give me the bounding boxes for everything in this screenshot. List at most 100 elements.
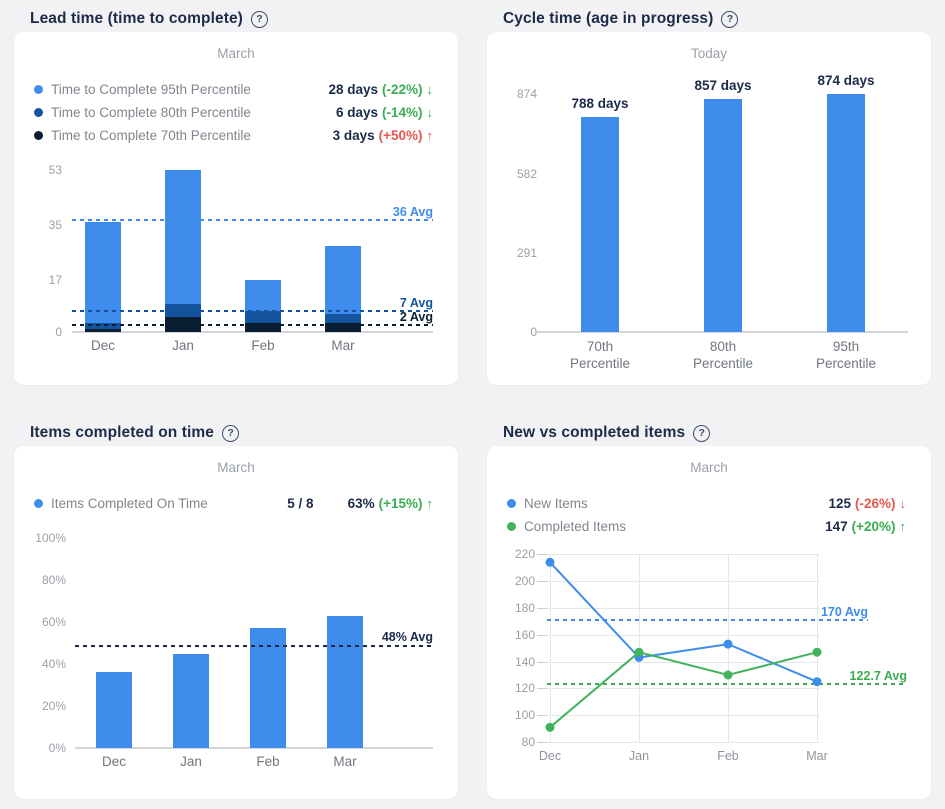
chart-card: March Time to Complete 95th Percentile 28…	[14, 32, 458, 385]
avg-line-label: 170 Avg	[820, 604, 868, 619]
x-axis-label: 80th Percentile	[692, 339, 754, 371]
legend-label: Time to Complete 80th Percentile	[51, 105, 251, 120]
data-point	[634, 647, 644, 657]
y-tick-label: 120	[514, 681, 535, 696]
panel-header: New vs completed items ?	[487, 420, 931, 446]
y-tick-label: 100%	[35, 531, 66, 545]
x-axis-label: 70th Percentile	[569, 339, 631, 371]
legend-value-group: 5 / 8 63% (+15%) ↑	[287, 496, 433, 511]
y-tick-label: 874	[516, 87, 537, 101]
x-axis-label: Jan	[180, 754, 202, 769]
bar	[327, 615, 363, 748]
legend-value: 28 days	[328, 82, 378, 97]
panel-title: Lead time (time to complete)	[30, 10, 243, 27]
axis-baseline	[537, 331, 908, 333]
legend-dot-icon	[34, 108, 43, 117]
grid-line	[547, 554, 820, 556]
legend-item[interactable]: Time to Complete 70th Percentile 3 days (+…	[14, 124, 458, 147]
legend-delta: (+50%)	[378, 128, 423, 143]
question-circle-icon[interactable]: ?	[250, 10, 268, 28]
avg-line-label: 2 Avg	[399, 310, 433, 325]
panel-title: Cycle time (age in progress)	[503, 10, 714, 27]
legend-value: 125	[828, 496, 851, 511]
legend-value: 3 days	[332, 128, 375, 143]
bar-value-label: 788 days	[571, 96, 629, 112]
legend-item[interactable]: Time to Complete 95th Percentile 28 days(…	[14, 78, 458, 101]
y-tick-label: 17	[48, 273, 62, 288]
grid-line	[547, 607, 820, 609]
y-tick-label: 140	[514, 654, 535, 669]
legend-item[interactable]: New Items 125 (-26%) ↓	[487, 492, 931, 515]
legend-item[interactable]: Completed Items 147 (+20%) ↑	[487, 515, 931, 538]
bar-value-label: 857 days	[694, 77, 752, 93]
period-label: Today	[690, 46, 728, 61]
avg-line	[547, 682, 907, 685]
avg-line	[72, 324, 433, 327]
avg-line-label: 36 Avg	[392, 205, 433, 220]
chart-legend: Items Completed On Time 5 / 8 63% (+15%) ↑	[14, 492, 458, 515]
grid-line	[547, 581, 820, 583]
bar	[250, 628, 286, 748]
x-axis-label: Dec	[90, 338, 115, 353]
x-axis-label: 95th Percentile	[815, 339, 877, 371]
legend-value-group: 28 days (-22%) ↓	[328, 82, 433, 97]
period-label: March	[690, 460, 728, 475]
y-tick-mark	[537, 607, 547, 609]
bar	[173, 653, 209, 748]
y-tick-label: 100	[514, 708, 535, 723]
legend-delta: (-14%)	[381, 105, 423, 120]
trend-arrow-down-icon: ↓	[426, 105, 434, 120]
grid-line	[547, 688, 820, 690]
legend-value-group: 3 days (+50%) ↑	[333, 128, 433, 143]
y-tick-mark	[537, 715, 547, 717]
avg-line	[547, 618, 868, 621]
avg-line-label: 7 Avg	[399, 295, 433, 310]
grid-line	[547, 661, 820, 663]
y-tick-mark	[537, 742, 547, 743]
y-tick-label: 0	[530, 325, 537, 339]
question-circle-icon[interactable]: ?	[222, 424, 240, 442]
legend-dot-icon	[34, 131, 43, 140]
y-tick-label: 0	[55, 325, 62, 339]
question-circle-icon[interactable]: ?	[721, 10, 739, 28]
avg-line	[75, 644, 433, 647]
legend-dot-icon	[507, 499, 516, 508]
bar	[85, 221, 121, 332]
trend-arrow-down-icon: ↓	[899, 496, 907, 511]
y-tick-label: 80	[521, 735, 535, 749]
legend-value-group: 125 (-26%) ↓	[828, 496, 906, 511]
data-point	[723, 639, 733, 649]
trend-arrow-up-icon: ↑	[426, 128, 434, 143]
grid-line	[547, 634, 820, 636]
legend-delta: (+20%)	[851, 519, 896, 534]
avg-line-label: 122.7 Avg	[849, 668, 907, 683]
y-tick-label: 80%	[41, 573, 66, 587]
legend-dot-icon	[34, 499, 43, 508]
y-tick-label: 53	[48, 163, 62, 177]
y-tick-label: 20%	[41, 699, 66, 713]
legend-value: 147	[825, 519, 848, 534]
y-tick-label: 220	[514, 547, 535, 562]
axis-baseline	[75, 747, 433, 749]
bar	[704, 98, 742, 332]
x-axis-label: Dec	[538, 749, 562, 763]
legend-delta: (+15%)	[378, 496, 423, 511]
data-point	[545, 722, 555, 732]
y-tick-label: 291	[516, 245, 537, 260]
legend-ratio: 5 / 8	[287, 496, 314, 511]
chart-card: March New Items 125 (-26%) ↓ Completed Items…	[487, 446, 931, 799]
data-point	[812, 647, 822, 657]
chart-legend: New Items 125 (-26%) ↓ Completed Items 147 (+2…	[487, 492, 931, 538]
chart-card: Today 0 291 582 874 788 days 857 days 874 days…	[487, 32, 931, 385]
panel-header: Items completed on time ?	[14, 420, 458, 446]
legend-label: Items Completed On Time	[51, 496, 208, 511]
y-tick-mark	[537, 661, 547, 663]
bar	[827, 94, 865, 332]
question-circle-icon[interactable]: ?	[693, 424, 711, 442]
legend-item[interactable]: Items Completed On Time 5 / 8 63% (+15%) ↑	[14, 492, 458, 515]
data-point	[545, 557, 555, 567]
legend-item[interactable]: Time to Complete 80th Percentile 6 days (-…	[14, 101, 458, 124]
bar	[325, 322, 361, 332]
x-axis-label: Jan	[172, 338, 194, 353]
